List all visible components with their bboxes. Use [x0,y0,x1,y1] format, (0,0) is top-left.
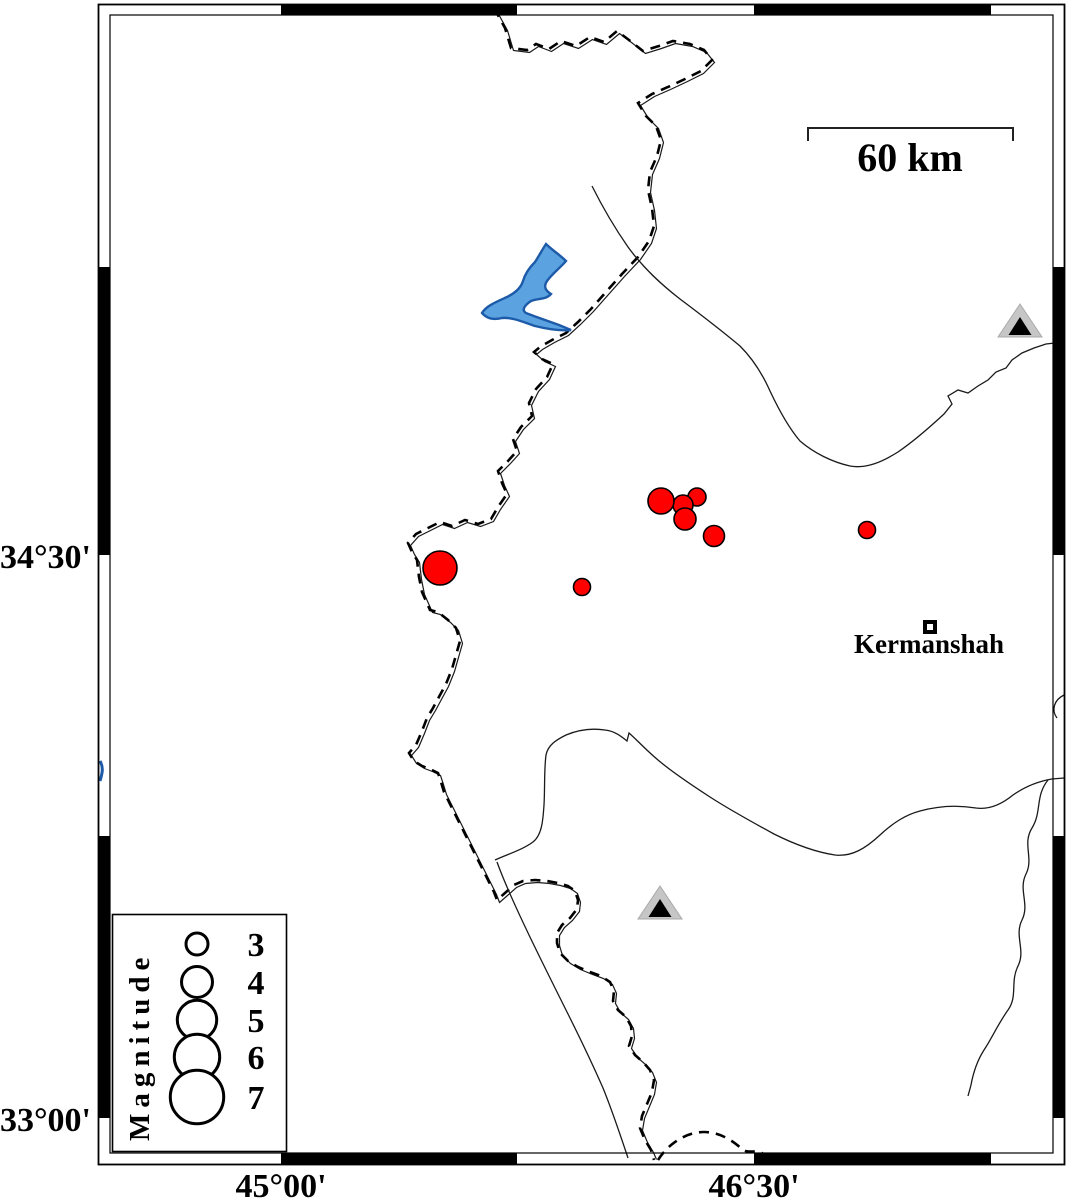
river-along-border-south [496,861,629,1159]
border-dashes-south-arc [656,1130,767,1161]
axis-labels: 34°30' 33°00' 45°00' 46°30' [0,539,800,1200]
river-fragment-west-edge [98,760,104,782]
lat-axis-label: 33°00' [0,1102,91,1139]
frame-tick-top [281,5,517,15]
earthquake-marker [857,520,877,540]
earthquake-marker [572,577,592,597]
station-layer [637,303,1043,920]
lon-axis-label: 45°00' [235,1168,326,1200]
country-border-solid [409,10,716,1160]
city-square-marker [923,620,937,634]
boundary-southeast-branch [967,779,1049,1097]
river-layer [494,185,1065,1159]
legend-value: 3 [248,927,265,964]
legend-title: Magnitude [124,952,156,1141]
frame-tick-right [1053,836,1064,1118]
lat-axis-label: 34°30' [0,539,91,576]
frame-tick-right [1053,267,1064,555]
earthquake-marker [422,550,458,586]
lake [480,242,572,332]
station-triangle-inner-icon [1008,317,1032,335]
border-dashes [406,7,714,1161]
country-border-dashed [406,7,767,1161]
legend-circle [184,931,210,957]
border-line [409,10,716,1160]
boundary-southeast-main [494,728,1065,861]
earthquake-layer [422,487,877,597]
scale-bar-label: 60 km [857,135,963,180]
scale-bar: 60 km [807,127,1014,180]
legend-value: 6 [248,1040,265,1077]
legend-value: 5 [248,1003,265,1040]
city-label: Kermanshah [854,629,1004,659]
frame-tick-left [99,836,110,1118]
frame-tick-bottom [281,1153,517,1164]
river-northeast [591,185,1065,468]
river-right-edge-hook [1053,694,1065,719]
legend-circle [180,965,214,999]
earthquake-marker [673,507,697,531]
lon-axis-label: 46°30' [708,1168,799,1200]
legend-value: 7 [248,1080,265,1117]
frame-inner-rect [109,14,1054,1154]
scale-bar-bracket [807,127,1014,141]
city-kermanshah: Kermanshah [854,620,1004,659]
frame-outer-rect [97,3,1066,1166]
frame-tick-left [99,267,110,555]
legend-value: 4 [248,965,265,1002]
frame-tick-top [754,5,991,15]
frame-tick-bottom [754,1153,991,1164]
earthquake-marker [647,487,675,515]
earthquake-marker [702,524,726,548]
map-frame [97,3,1066,1166]
station-triangle-inner-icon [648,899,672,917]
legend-circle [168,1068,226,1126]
